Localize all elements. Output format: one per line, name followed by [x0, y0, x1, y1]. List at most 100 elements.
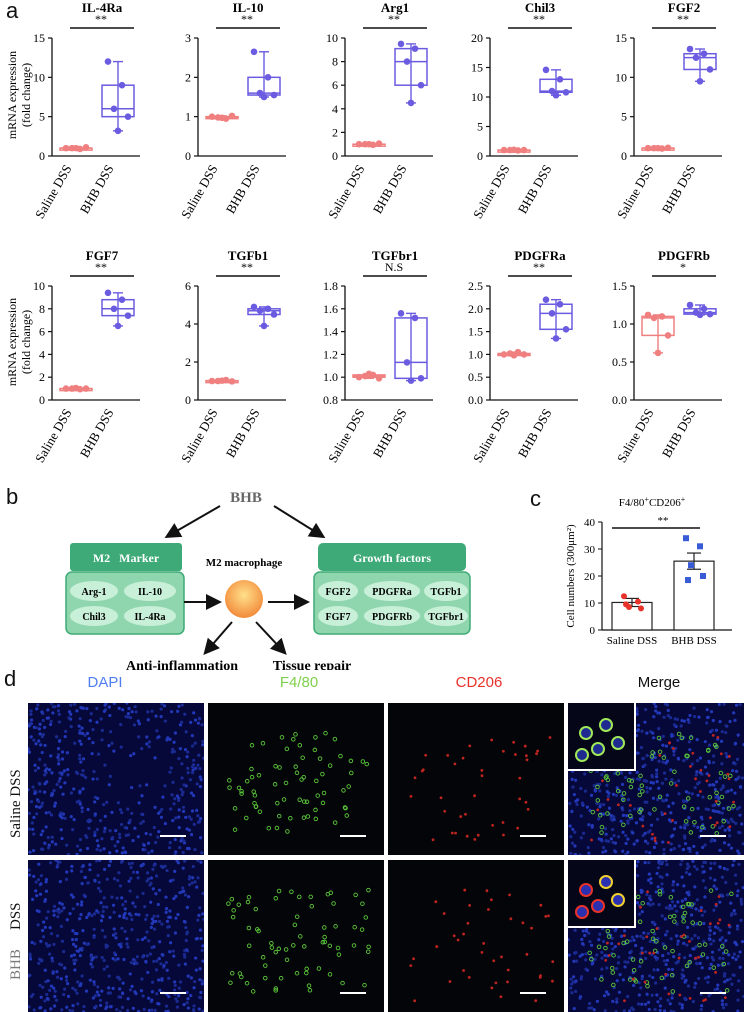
- y-tick-label: 1.0: [612, 317, 627, 331]
- x-tick-label: Saline DSS: [325, 162, 368, 221]
- scale-bar: [160, 992, 186, 994]
- y-tick-label: 0: [185, 149, 191, 163]
- y-tick-label: 0.5: [612, 355, 627, 369]
- boxplot-tgfb1: TGFb1 0 2 4 6 Saline DSS BHB DSS **: [178, 248, 286, 465]
- data-point: [686, 45, 694, 53]
- data-point: [397, 310, 405, 317]
- x-tick-label: BHB DSS: [671, 635, 717, 647]
- significance-label: **: [533, 12, 545, 26]
- channel-label-cd206: CD206: [455, 674, 503, 691]
- data-point: [556, 76, 564, 83]
- data-point: [635, 598, 641, 605]
- scale-bar: [160, 835, 186, 837]
- panel-b-diagram: BHB M2 Marker Arg-1 IL-10 Chil3 IL-4Ra M…: [65, 490, 471, 670]
- panel-label-d: d: [4, 666, 17, 691]
- y-tick-label: 6: [185, 279, 191, 293]
- y-tick-label: 10: [326, 31, 338, 45]
- y-tick-label: 0: [332, 149, 338, 163]
- marker-il4ra: IL-4Ra: [134, 612, 165, 623]
- boxplot-chil3: Chil3 0 5 10 15 20 Saline DSS BHB DSS **: [470, 0, 578, 221]
- significance-label: *: [680, 260, 686, 274]
- plot-title: FGF7: [86, 248, 119, 263]
- data-point: [706, 310, 714, 318]
- boxplot-fgf7: FGF7 0 2 4 6 8 10 Saline DSS BHB DSS **: [32, 248, 140, 465]
- channel-label-merge: Merge: [637, 674, 681, 691]
- channel-label-dapi: DAPI: [87, 674, 123, 691]
- data-point: [118, 296, 126, 303]
- data-point: [556, 300, 564, 308]
- boxplot-fgf2: FGF2 0 5 10 15 Saline DSS BHB DSS **: [614, 0, 722, 221]
- panel-c-barchart: F4/80+CD206+ 0 10 20 30 40 Cell numbers (300μ…: [565, 495, 732, 647]
- y-tick-label: 40: [584, 517, 596, 529]
- box: [101, 84, 135, 118]
- data-point: [82, 385, 90, 392]
- plot-title: IL-4Ra: [82, 0, 123, 15]
- y-tick-label: 1.0: [468, 347, 483, 361]
- data-point: [417, 375, 425, 382]
- box: [101, 298, 135, 317]
- micrograph-cd206-saline: [388, 703, 564, 855]
- data-point: [72, 384, 80, 392]
- y-tick-label: 4: [39, 347, 45, 361]
- micrograph-dapi-saline: [28, 703, 204, 855]
- significance-label: **: [95, 12, 107, 26]
- micrograph-dapi-bhb: [28, 860, 204, 1012]
- data-point: [250, 48, 258, 56]
- boxplot-arg1: Arg1 0 2 4 6 8 10 Saline DSS BHB DSS **: [325, 0, 433, 221]
- panel-label-c: c: [530, 486, 541, 511]
- data-point: [104, 58, 112, 65]
- row-label-dss: DSS: [8, 902, 24, 930]
- box: [394, 47, 428, 86]
- data-point: [548, 310, 556, 317]
- data-point: [62, 385, 70, 392]
- y-tick-label: 1.6: [323, 302, 338, 316]
- plot-title: Arg1: [381, 0, 409, 15]
- y-tick-label: 0: [39, 149, 45, 163]
- scale-bar: [520, 992, 546, 994]
- y-tick-label: 2.5: [468, 279, 483, 293]
- ylabel-row2-line1: mRNA expression: [5, 298, 19, 386]
- marker-arg1: Arg-1: [82, 587, 107, 598]
- micrograph-merge-bhb: [568, 860, 744, 1012]
- x-tick-label: BHB DSS: [223, 162, 263, 216]
- bar: [673, 560, 715, 631]
- box: [641, 315, 675, 337]
- data-point: [552, 335, 560, 342]
- significance-label: **: [677, 12, 689, 26]
- data-point: [110, 105, 118, 113]
- merge-inset: [568, 860, 636, 928]
- data-point: [552, 91, 560, 99]
- x-tick-label: Saline DSS: [32, 406, 75, 465]
- x-tick-label: BHB DSS: [77, 162, 117, 216]
- box: [539, 303, 573, 331]
- growth-factors-title: Growth factors: [353, 551, 431, 565]
- data-point: [114, 127, 122, 135]
- boxplot-pdgfrb: PDGFRb 0.0 0.5 1.0 1.5 Saline DSS BHB DSS *: [612, 248, 722, 465]
- data-point: [72, 144, 80, 152]
- boxplot-il-4ra: IL-4Ra 0 5 10 15 Saline DSS BHB DSS **: [32, 0, 140, 221]
- data-point: [692, 54, 700, 61]
- y-tick-label: 5: [477, 120, 483, 134]
- scale-bar: [520, 835, 546, 837]
- y-tick-label: 30: [584, 544, 596, 556]
- data-point: [697, 543, 703, 550]
- data-point: [700, 573, 706, 579]
- scale-bar: [700, 992, 726, 994]
- gf-pdgfra: PDGFRa: [372, 587, 411, 598]
- data-point: [270, 311, 278, 318]
- x-tick-label: BHB DSS: [77, 406, 117, 460]
- y-axis-label: Cell numbers (300μm²): [565, 524, 577, 628]
- gf-fgf2: FGF2: [326, 587, 351, 598]
- data-point: [510, 352, 518, 359]
- data-point: [623, 601, 629, 608]
- x-tick-label: BHB DSS: [370, 406, 410, 460]
- merge-inset: [568, 703, 636, 771]
- y-tick-label: 0: [477, 149, 483, 163]
- data-point: [621, 593, 627, 600]
- y-tick-label: 4: [185, 317, 191, 331]
- y-tick-label: 4: [332, 102, 338, 116]
- significance-label: **: [95, 260, 107, 274]
- y-tick-label: 1.5: [468, 325, 483, 339]
- data-point: [686, 301, 694, 309]
- data-point: [685, 577, 691, 584]
